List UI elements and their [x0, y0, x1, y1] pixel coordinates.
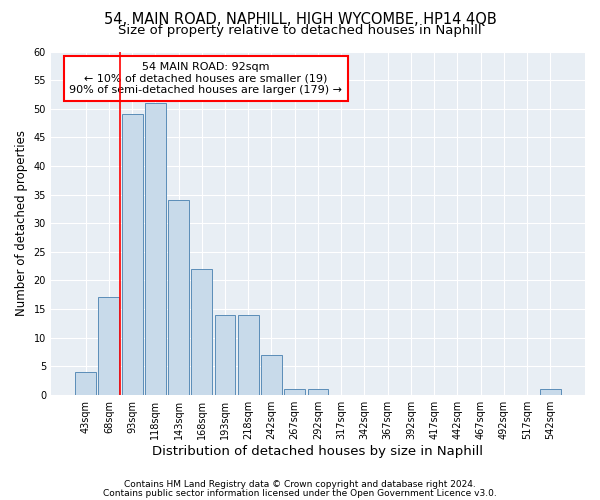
- Text: 54 MAIN ROAD: 92sqm
← 10% of detached houses are smaller (19)
90% of semi-detach: 54 MAIN ROAD: 92sqm ← 10% of detached ho…: [70, 62, 343, 95]
- Bar: [145, 103, 166, 395]
- Text: 54, MAIN ROAD, NAPHILL, HIGH WYCOMBE, HP14 4QB: 54, MAIN ROAD, NAPHILL, HIGH WYCOMBE, HP…: [104, 12, 496, 28]
- Bar: [215, 314, 235, 394]
- Bar: [284, 389, 305, 394]
- Bar: [191, 269, 212, 394]
- Bar: [168, 200, 189, 394]
- Y-axis label: Number of detached properties: Number of detached properties: [15, 130, 28, 316]
- X-axis label: Distribution of detached houses by size in Naphill: Distribution of detached houses by size …: [152, 444, 484, 458]
- Bar: [75, 372, 96, 394]
- Text: Contains HM Land Registry data © Crown copyright and database right 2024.: Contains HM Land Registry data © Crown c…: [124, 480, 476, 489]
- Text: Contains public sector information licensed under the Open Government Licence v3: Contains public sector information licen…: [103, 488, 497, 498]
- Bar: [122, 114, 143, 394]
- Bar: [238, 314, 259, 394]
- Bar: [261, 354, 282, 395]
- Text: Size of property relative to detached houses in Naphill: Size of property relative to detached ho…: [118, 24, 482, 37]
- Bar: [308, 389, 328, 394]
- Bar: [540, 389, 561, 394]
- Bar: [98, 298, 119, 394]
